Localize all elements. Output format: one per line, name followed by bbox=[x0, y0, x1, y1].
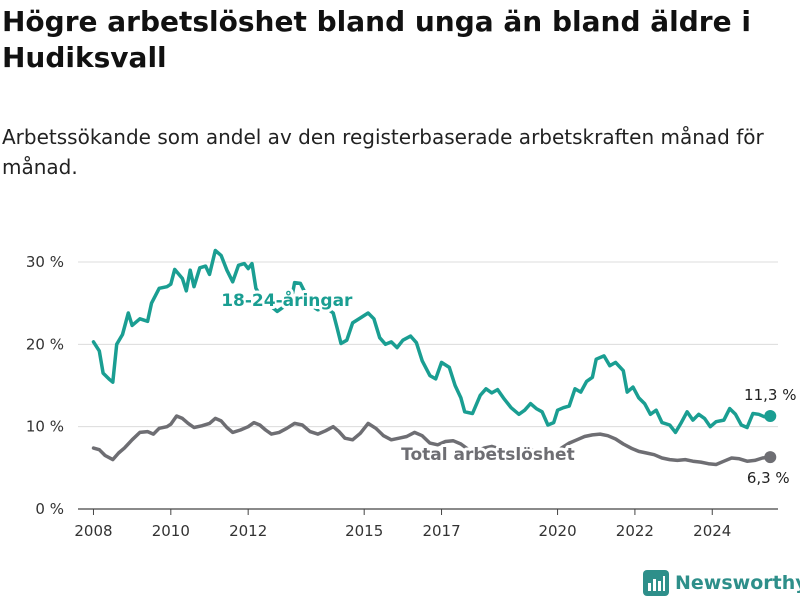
x-tick-label: 2024 bbox=[693, 522, 731, 540]
x-tick-label: 2012 bbox=[229, 522, 267, 540]
x-tick-label: 2020 bbox=[538, 522, 576, 540]
youth-series-label: 18-24-åringar bbox=[221, 289, 353, 311]
youth-unemployment-end-point bbox=[764, 409, 777, 422]
y-gridlines bbox=[78, 261, 778, 510]
x-tick-label: 2010 bbox=[152, 522, 190, 540]
youth-end-value: 11,3 % bbox=[744, 386, 796, 404]
series-labels: 18-24-åringar Total arbetslöshet 11,3 % 6,3… bbox=[218, 286, 796, 487]
brand-name: Newsworthy bbox=[675, 572, 800, 594]
y-tick-label: 10 % bbox=[26, 418, 64, 436]
total-series-label: Total arbetslöshet bbox=[401, 445, 575, 465]
youth-unemployment-line bbox=[91, 248, 773, 435]
y-tick-label: 0 % bbox=[35, 500, 64, 518]
x-tick-label: 2022 bbox=[616, 522, 654, 540]
total-unemployment-end-point bbox=[764, 451, 777, 464]
x-tick-label: 2015 bbox=[345, 522, 383, 540]
x-tick-label: 2008 bbox=[74, 522, 112, 540]
page-subtitle: Arbetssökande som andel av den registerb… bbox=[2, 125, 764, 179]
y-tick-label: 30 % bbox=[26, 253, 64, 271]
total-unemployment-line bbox=[91, 414, 773, 467]
newsworthy-logo: Newsworthy bbox=[643, 568, 800, 598]
y-axis-ticks: 0 % 10 % 20 % 30 % bbox=[26, 253, 64, 518]
y-tick-label: 20 % bbox=[26, 335, 64, 353]
x-axis-ticks: 2008 2010 2012 2015 2017 2020 2022 2024 bbox=[74, 509, 731, 540]
total-end-value: 6,3 % bbox=[747, 469, 790, 487]
page-title: Högre arbetslöshet bland unga än bland ä… bbox=[2, 5, 751, 74]
x-tick-label: 2017 bbox=[422, 522, 460, 540]
bar-chart-logo-icon bbox=[643, 570, 669, 596]
series-lines bbox=[91, 248, 777, 467]
